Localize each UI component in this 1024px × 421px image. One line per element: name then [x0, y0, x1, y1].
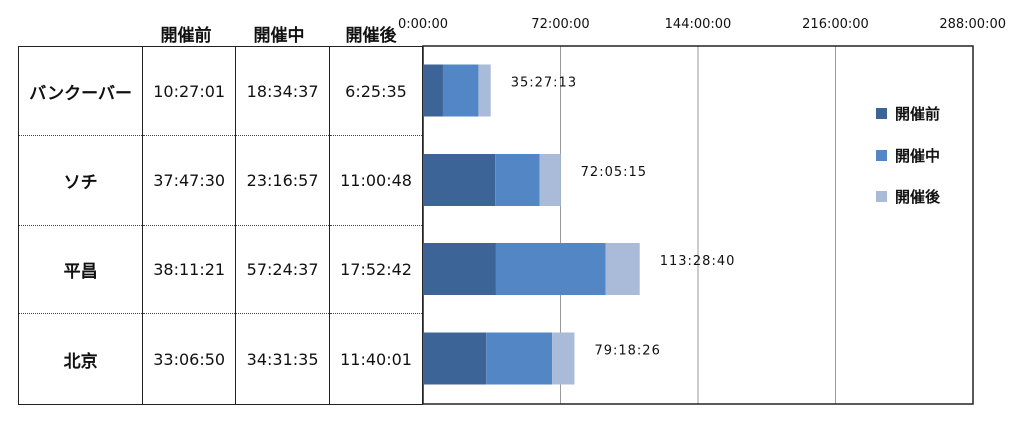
legend-swatch [876, 191, 887, 202]
cell-before: 10:27:01 [142, 46, 237, 136]
bar-segment [539, 154, 561, 206]
total-label: 79:18:26 [594, 344, 660, 359]
cell-before: 33:06:50 [142, 313, 237, 405]
legend-swatch [876, 108, 887, 119]
x-tick-label: 216:00:00 [802, 17, 869, 32]
cell-during: 23:16:57 [235, 135, 331, 226]
bar-segment [495, 154, 540, 206]
bar-segment [495, 243, 606, 295]
total-label: 113:28:40 [660, 254, 736, 269]
x-tick-label: 0:00:00 [398, 17, 448, 32]
table-row: 平昌 38:11:21 57:24:37 17:52:42 [17, 225, 423, 314]
row-label: ソチ [17, 135, 144, 226]
bar-segment [423, 64, 443, 117]
bar-segment [423, 243, 496, 295]
table-row: ソチ 37:47:30 23:16:57 11:00:48 [17, 135, 423, 226]
bar-segment [442, 64, 479, 117]
legend-label: 開催前 [895, 105, 940, 123]
header-after: 開催後 [345, 26, 397, 46]
legend-label: 開催中 [895, 147, 940, 165]
cell-before: 37:47:30 [142, 135, 237, 226]
x-tick-label: 72:00:00 [531, 17, 589, 32]
legend-label: 開催後 [895, 188, 941, 206]
legend-swatch [876, 150, 887, 161]
row-label: 平昌 [17, 225, 144, 314]
bar-segment [478, 64, 491, 117]
x-tick-label: 144:00:00 [665, 17, 732, 32]
cell-before: 38:11:21 [142, 225, 237, 314]
row-label: バンクーバー [17, 46, 144, 136]
row-label: 北京 [17, 313, 144, 405]
total-label: 35:27:13 [511, 76, 577, 91]
total-label: 72:05:15 [581, 165, 647, 180]
x-tick-label: 288:00:00 [939, 17, 1006, 32]
cell-during: 34:31:35 [235, 313, 331, 405]
header-before: 開催前 [160, 26, 212, 46]
plot-frame [422, 45, 974, 405]
cell-during: 57:24:37 [235, 225, 331, 314]
bar-segment [552, 332, 575, 385]
header-during: 開催中 [253, 26, 305, 46]
bar-segment [423, 332, 487, 385]
cell-after: 11:40:01 [329, 313, 423, 405]
bar-segment [486, 332, 553, 385]
table-row: バンクーバー 10:27:01 18:34:37 6:25:35 [17, 46, 423, 136]
data-table: バンクーバー 10:27:01 18:34:37 6:25:35 ソチ 37:4… [17, 46, 423, 405]
cell-after: 17:52:42 [329, 225, 423, 314]
bar-segment [605, 243, 640, 295]
cell-after: 11:00:48 [329, 135, 423, 226]
bar-segment [423, 154, 496, 206]
table-row: 北京 33:06:50 34:31:35 11:40:01 [17, 313, 423, 405]
cell-after: 6:25:35 [329, 46, 423, 136]
